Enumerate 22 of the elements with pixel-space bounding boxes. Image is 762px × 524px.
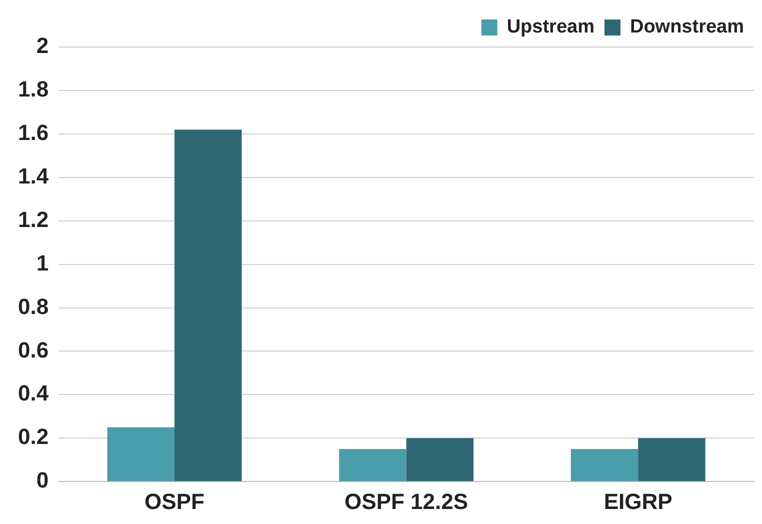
x-tick-label: EIGRP bbox=[604, 488, 672, 514]
bar bbox=[570, 449, 638, 482]
y-tick-label: 1 bbox=[36, 250, 49, 276]
y-tick-label: 0.6 bbox=[18, 337, 49, 362]
y-tick-label: 0.8 bbox=[18, 294, 49, 319]
legend-label: Downstream bbox=[630, 16, 744, 38]
x-tick-label: OSPF 12.2S bbox=[344, 488, 468, 514]
y-tick-label: 2 bbox=[36, 33, 49, 58]
x-tick-label: OSPF bbox=[144, 488, 204, 514]
y-tick-label: 0.4 bbox=[18, 380, 50, 406]
bar bbox=[107, 427, 174, 482]
bar bbox=[406, 438, 474, 482]
bar bbox=[339, 449, 406, 482]
legend-label: Upstream bbox=[506, 16, 594, 38]
y-tick-label: 1.8 bbox=[18, 76, 49, 102]
y-tick-label: 1.2 bbox=[18, 206, 49, 232]
y-tick-label: 1.4 bbox=[18, 163, 50, 188]
y-tick-label: 0 bbox=[36, 468, 49, 493]
y-tick-label: 0.2 bbox=[18, 424, 49, 450]
y-tick-label: 1.6 bbox=[18, 120, 49, 145]
bar bbox=[638, 438, 706, 482]
bar bbox=[174, 130, 242, 482]
